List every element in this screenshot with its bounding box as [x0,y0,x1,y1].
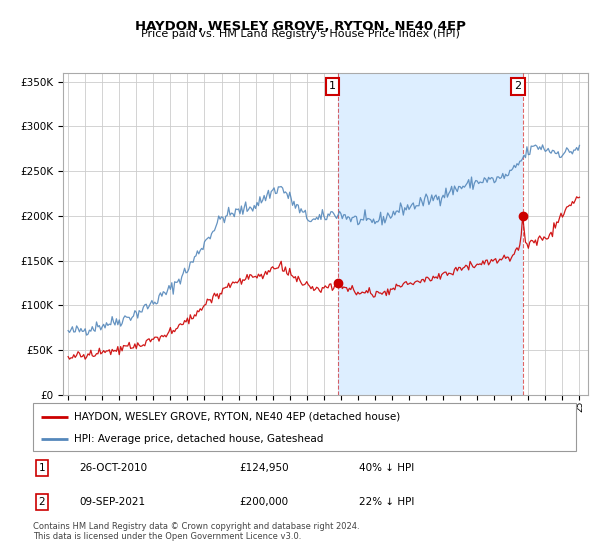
Text: 26-OCT-2010: 26-OCT-2010 [79,463,147,473]
Text: £200,000: £200,000 [239,497,289,507]
Text: 1: 1 [329,81,336,91]
Text: £124,950: £124,950 [239,463,289,473]
Text: HPI: Average price, detached house, Gateshead: HPI: Average price, detached house, Gate… [74,434,323,444]
Bar [338,73,523,395]
Text: 2: 2 [514,81,521,91]
Text: Price paid vs. HM Land Registry's House Price Index (HPI): Price paid vs. HM Land Registry's House … [140,29,460,39]
Text: Contains HM Land Registry data © Crown copyright and database right 2024.
This d: Contains HM Land Registry data © Crown c… [33,522,359,542]
Text: HAYDON, WESLEY GROVE, RYTON, NE40 4EP (detached house): HAYDON, WESLEY GROVE, RYTON, NE40 4EP (d… [74,412,400,422]
Text: 1: 1 [38,463,45,473]
Text: 40% ↓ HPI: 40% ↓ HPI [359,463,414,473]
Text: 22% ↓ HPI: 22% ↓ HPI [359,497,414,507]
Text: HAYDON, WESLEY GROVE, RYTON, NE40 4EP: HAYDON, WESLEY GROVE, RYTON, NE40 4EP [134,20,466,32]
Text: 09-SEP-2021: 09-SEP-2021 [79,497,145,507]
FancyBboxPatch shape [33,403,576,451]
Text: 2: 2 [38,497,45,507]
